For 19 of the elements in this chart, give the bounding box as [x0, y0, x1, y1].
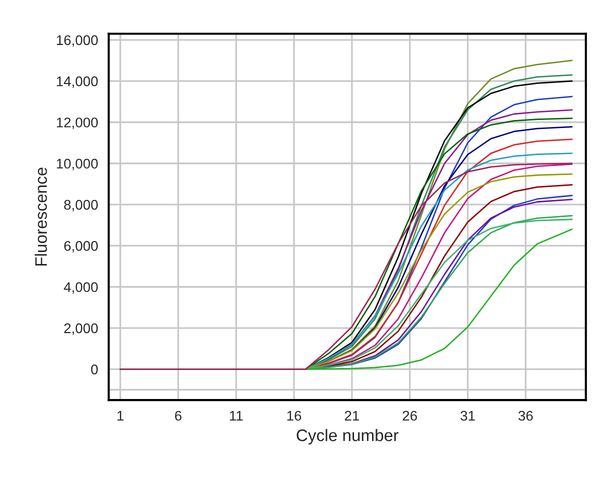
x-axis-title: Cycle number — [296, 428, 398, 445]
y-tick-label: 16,000 — [56, 35, 98, 47]
y-tick-label: 10,000 — [56, 158, 98, 170]
y-tick-label: 4,000 — [64, 282, 98, 294]
x-tick-label: 36 — [518, 410, 533, 421]
y-tick-label: 0 — [91, 364, 98, 374]
y-tick-label: 2,000 — [64, 323, 98, 335]
y-tick-label: 12,000 — [56, 118, 98, 130]
y-axis-title: Fluorescence — [34, 168, 47, 266]
y-tick-label: 14,000 — [56, 76, 98, 88]
x-tick-label: 31 — [460, 410, 475, 421]
x-tick-label: 1 — [118, 410, 124, 421]
x-tick-label: 6 — [175, 410, 182, 421]
x-tick-label: 16 — [287, 410, 302, 421]
y-tick-label: 6,000 — [64, 241, 98, 253]
x-tick-label: 26 — [402, 410, 417, 421]
x-tick-label: 21 — [344, 410, 359, 421]
x-tick-label: 11 — [230, 410, 243, 421]
y-tick-label: 8,000 — [64, 200, 98, 212]
